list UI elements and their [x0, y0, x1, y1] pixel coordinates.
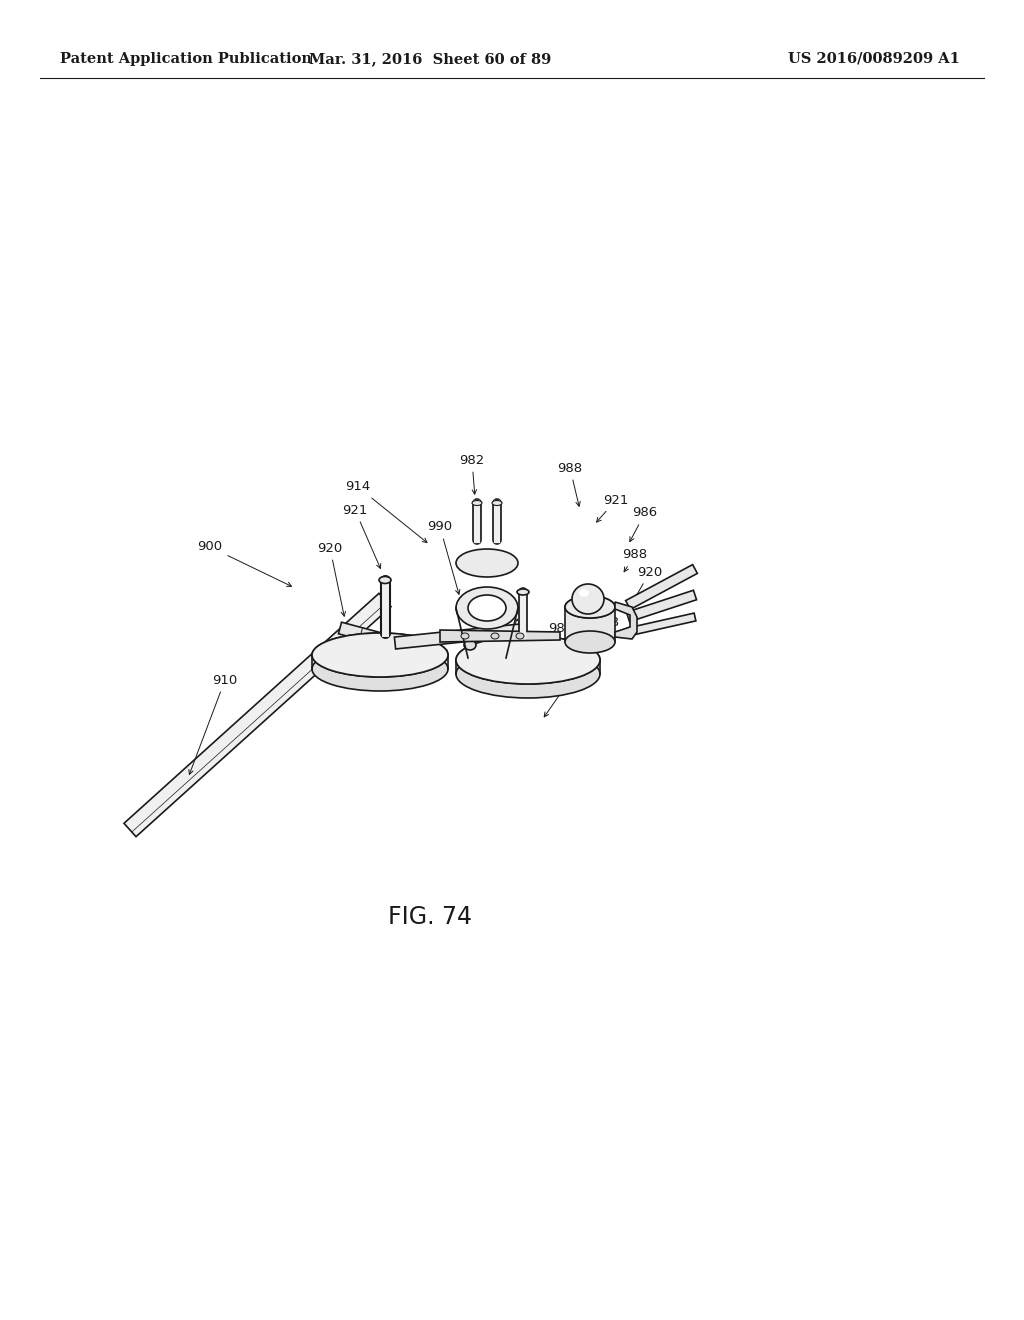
Polygon shape [627, 612, 696, 636]
Ellipse shape [492, 500, 502, 506]
Text: Mar. 31, 2016  Sheet 60 of 89: Mar. 31, 2016 Sheet 60 of 89 [309, 51, 551, 66]
Ellipse shape [579, 589, 589, 597]
Ellipse shape [379, 577, 391, 583]
Polygon shape [627, 590, 696, 622]
Polygon shape [440, 630, 560, 642]
Ellipse shape [456, 549, 518, 577]
Polygon shape [626, 565, 697, 610]
Text: 900: 900 [198, 540, 292, 586]
Ellipse shape [312, 647, 449, 690]
Text: 920: 920 [317, 541, 345, 616]
Text: 910: 910 [188, 673, 238, 775]
Text: 931: 931 [362, 644, 394, 660]
Ellipse shape [456, 587, 518, 630]
Ellipse shape [565, 631, 615, 653]
Text: 916: 916 [544, 673, 583, 717]
Text: Patent Application Publication: Patent Application Publication [60, 51, 312, 66]
Text: 984A: 984A [548, 622, 582, 642]
Ellipse shape [456, 636, 600, 684]
Polygon shape [124, 593, 391, 837]
Ellipse shape [312, 634, 449, 677]
Ellipse shape [456, 649, 600, 698]
Text: US 2016/0089209 A1: US 2016/0089209 A1 [788, 51, 961, 66]
Polygon shape [339, 622, 446, 661]
Text: 920: 920 [630, 565, 663, 607]
Ellipse shape [468, 595, 506, 620]
Ellipse shape [572, 583, 604, 614]
Text: 914: 914 [345, 480, 427, 543]
Text: 920: 920 [483, 642, 516, 657]
Ellipse shape [565, 597, 615, 618]
Polygon shape [615, 602, 637, 639]
Text: 990: 990 [427, 520, 460, 594]
Ellipse shape [312, 634, 449, 677]
Text: 921: 921 [597, 494, 629, 523]
Polygon shape [394, 624, 520, 649]
Ellipse shape [565, 597, 615, 618]
Text: 930: 930 [317, 648, 354, 667]
Text: 988: 988 [557, 462, 583, 507]
Text: 982: 982 [460, 454, 484, 494]
Ellipse shape [461, 634, 469, 639]
Text: FIG. 74: FIG. 74 [388, 906, 472, 929]
Ellipse shape [456, 636, 600, 684]
Text: 988: 988 [623, 549, 647, 572]
Text: 921: 921 [342, 503, 381, 569]
Ellipse shape [490, 634, 499, 639]
Ellipse shape [516, 634, 524, 639]
Ellipse shape [517, 589, 529, 595]
Ellipse shape [464, 640, 476, 649]
Text: 984B: 984B [579, 615, 620, 634]
Text: 921: 921 [505, 619, 530, 636]
Text: 986: 986 [630, 507, 657, 541]
Ellipse shape [472, 500, 482, 506]
Polygon shape [565, 607, 615, 642]
